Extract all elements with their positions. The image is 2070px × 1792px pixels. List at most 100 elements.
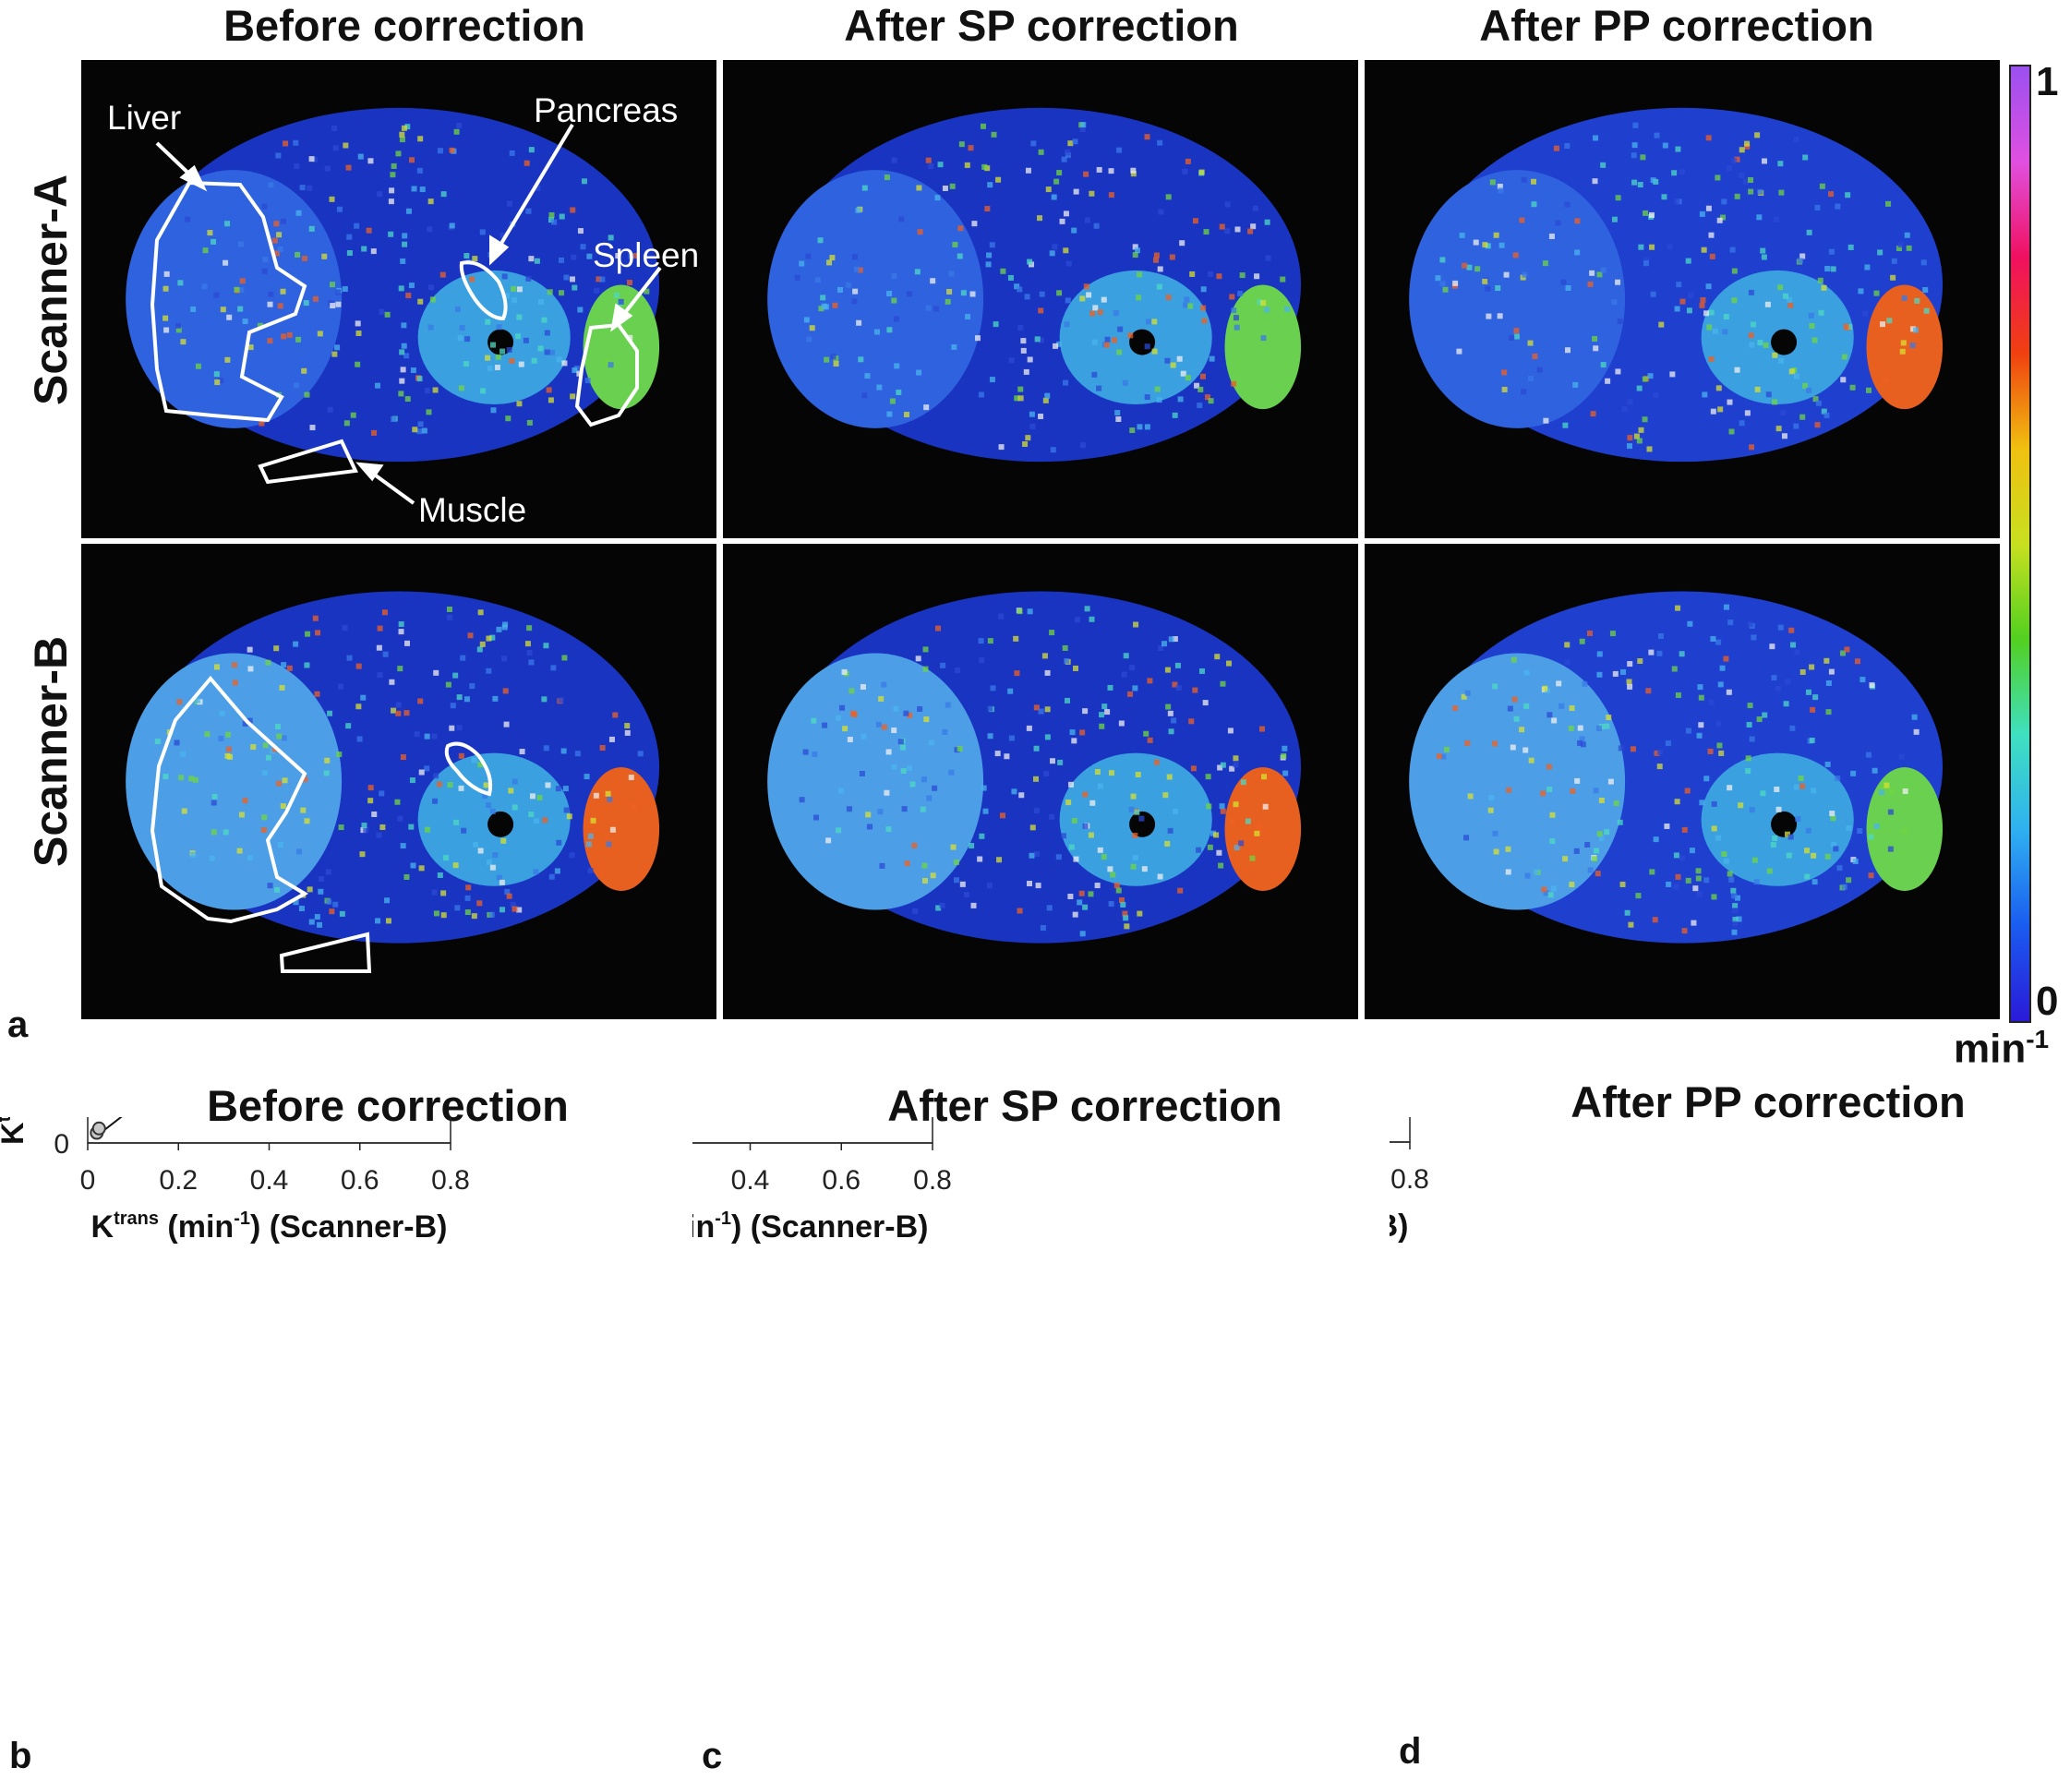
scan-pixel (1086, 292, 1092, 298)
scan-pixel (190, 851, 197, 858)
scan-pixel (1210, 830, 1216, 836)
scan-pixel (596, 276, 602, 283)
scan-pixel (1034, 336, 1041, 343)
scan-pixel (506, 200, 512, 207)
scan-pixel (1794, 649, 1800, 655)
scan-pixel (1060, 833, 1066, 839)
scan-pixel (1649, 211, 1655, 218)
scan-pixel (1209, 355, 1215, 362)
scan-pixel (302, 255, 308, 261)
scan-pixel (1744, 140, 1751, 147)
scan-pixel (1550, 885, 1557, 892)
scan-pixel (1130, 793, 1137, 800)
scan-pixel (334, 344, 341, 351)
scan-pixel (479, 229, 486, 235)
scan-pixel (599, 276, 606, 283)
scan-pixel (1144, 343, 1150, 350)
scan-pixel (1104, 336, 1111, 343)
scan-pixel (1440, 753, 1447, 760)
scan-pixel (492, 852, 499, 859)
scan-pixel (1548, 233, 1555, 239)
scan-pixel (842, 726, 848, 732)
scan-pixel (1017, 386, 1024, 392)
scan-pixel (1787, 296, 1793, 303)
scan-pixel (1612, 670, 1619, 677)
scan-pixel (224, 356, 231, 363)
scan-pixel (545, 782, 551, 788)
scan-pixel (1201, 318, 1208, 324)
scan-pixel (923, 404, 930, 411)
scan-pixel (1719, 665, 1726, 671)
scan-pixel (356, 736, 363, 742)
scan-pixel (427, 198, 434, 205)
scan-pixel (1179, 240, 1185, 247)
scan-pixel (1643, 210, 1649, 216)
scan-pixel (1057, 759, 1064, 765)
scan-pixel (1765, 391, 1772, 398)
scan-pixel (1029, 852, 1035, 859)
scan-pixel (456, 122, 463, 128)
scan-pixel (1716, 217, 1723, 223)
scan-pixel (376, 832, 382, 838)
scan-pixel (541, 696, 548, 703)
scan-pixel (389, 679, 395, 685)
scan-pixel (280, 288, 286, 295)
scan-pixel (1229, 294, 1235, 300)
scan-pixel (586, 253, 593, 259)
scan-pixel (1547, 892, 1554, 898)
scan-pixel (271, 237, 278, 244)
scan-pixel (990, 685, 996, 692)
scan-pixel (181, 808, 187, 814)
scan-pixel (408, 824, 415, 830)
scan-pixel (1633, 433, 1640, 439)
scan-pixel (904, 860, 910, 867)
scan-pixel (1079, 442, 1086, 449)
scan-pixel (1716, 742, 1723, 749)
scan-pixel (1017, 608, 1023, 615)
spleen-region (1224, 767, 1302, 891)
scan-pixel (1632, 122, 1639, 128)
scan-pixel (1811, 852, 1817, 859)
scan-pixel (489, 864, 496, 871)
scan-pixel (377, 672, 383, 679)
scan-pixel (1101, 854, 1107, 860)
scan-pixel (993, 321, 999, 328)
scan-pixel (332, 145, 339, 151)
scan-pixel (1044, 669, 1051, 676)
scan-pixel (886, 327, 893, 333)
spleen-region (583, 284, 660, 410)
scan-pixel (1760, 247, 1766, 254)
scan-pixel (1065, 149, 1071, 155)
scan-pixel (1007, 688, 1014, 694)
scan-pixel (1761, 158, 1767, 164)
scan-pixel (260, 827, 267, 834)
scan-pixel (909, 781, 916, 788)
scan-pixel (398, 285, 404, 292)
scan-pixel (1091, 339, 1098, 345)
scan-pixel (935, 905, 942, 911)
scan-pixel (1154, 386, 1161, 392)
scan-pixel (551, 219, 558, 225)
scan-pixel (1166, 774, 1173, 780)
scan-pixel (377, 625, 383, 631)
scan-pixel (1128, 806, 1135, 812)
scan-pixel (464, 895, 471, 901)
scan-pixel (989, 377, 995, 383)
scan-pixel (1695, 875, 1702, 882)
scan-pixel (185, 216, 191, 222)
scan-pixel (1079, 729, 1086, 736)
scan-pixel (427, 324, 434, 331)
arrow-spleen (619, 266, 662, 320)
scan-pixel (355, 331, 362, 337)
scan-pixel (850, 710, 857, 716)
scan-pixel (213, 371, 220, 378)
scan-pixel (180, 751, 187, 757)
scan-pixel (1536, 367, 1543, 373)
scan-pixel (1188, 718, 1195, 725)
scan-pixel (360, 694, 367, 701)
scan-pixel (1850, 770, 1857, 776)
scan-pixel (318, 888, 324, 895)
scan-pixel (410, 367, 416, 374)
scan-pixel (309, 425, 316, 431)
scan-pixel (274, 724, 281, 730)
